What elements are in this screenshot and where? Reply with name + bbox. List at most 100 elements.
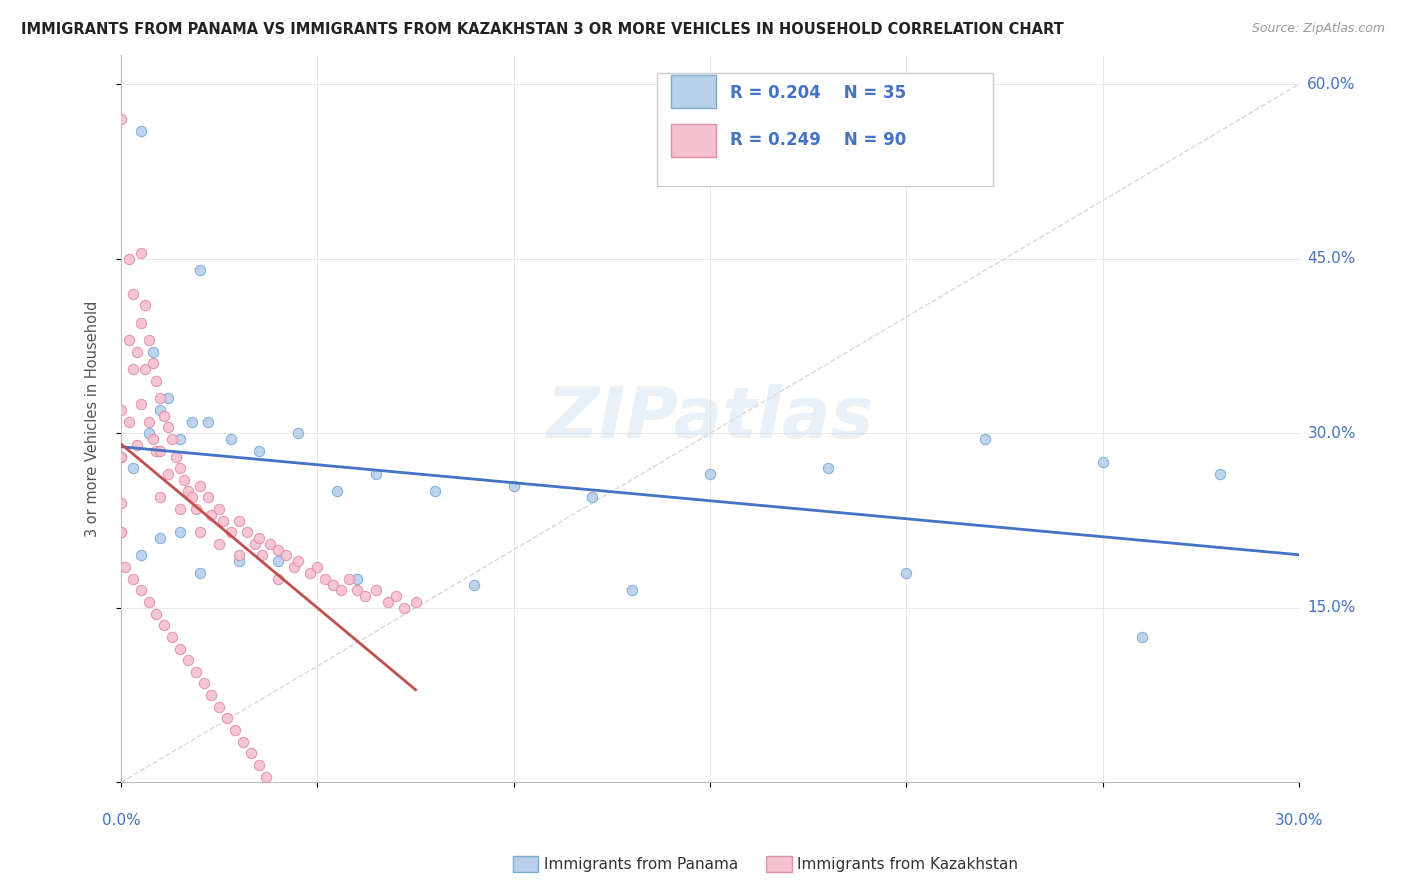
Point [392, 600, 415, 615]
Text: Immigrants from Panama: Immigrants from Panama [544, 857, 738, 871]
Point [145, 374, 167, 388]
Point [200, 508, 222, 522]
Point [184, 665, 207, 679]
Point [219, 525, 242, 540]
Point [177, 653, 200, 667]
Point [337, 572, 360, 586]
Point [208, 502, 231, 516]
Point [125, 344, 148, 359]
Point [252, 549, 274, 563]
Point [254, 770, 277, 784]
Point [149, 443, 172, 458]
Point [267, 572, 290, 586]
Point [247, 531, 270, 545]
Point [385, 589, 408, 603]
Point [118, 252, 141, 266]
Point [129, 124, 152, 138]
Point [129, 397, 152, 411]
Point [110, 450, 132, 464]
Text: Source: ZipAtlas.com: Source: ZipAtlas.com [1251, 22, 1385, 36]
Point [620, 583, 643, 598]
Point [173, 473, 195, 487]
Point [228, 554, 250, 568]
Text: IMMIGRANTS FROM PANAMA VS IMMIGRANTS FROM KAZAKHSTAN 3 OR MORE VEHICLES IN HOUSE: IMMIGRANTS FROM PANAMA VS IMMIGRANTS FRO… [21, 22, 1064, 37]
Point [157, 420, 180, 434]
Point [581, 491, 603, 505]
Point [169, 641, 191, 656]
Point [463, 577, 485, 591]
Point [267, 554, 290, 568]
Point [353, 589, 375, 603]
Point [110, 112, 132, 127]
Text: Immigrants from Kazakhstan: Immigrants from Kazakhstan [797, 857, 1018, 871]
Point [188, 566, 211, 580]
Point [169, 502, 191, 516]
Point [138, 333, 160, 347]
Point [197, 415, 219, 429]
Point [193, 676, 215, 690]
Point [228, 514, 250, 528]
Point [259, 537, 281, 551]
Point [188, 525, 211, 540]
Point [118, 415, 141, 429]
Point [377, 595, 399, 609]
Point [314, 572, 336, 586]
Point [129, 549, 152, 563]
Point [169, 461, 191, 475]
Point [122, 362, 145, 376]
FancyBboxPatch shape [671, 75, 716, 108]
Point [149, 392, 172, 406]
Text: R = 0.249    N = 90: R = 0.249 N = 90 [730, 131, 907, 149]
Point [145, 607, 167, 621]
Point [1091, 455, 1114, 469]
FancyBboxPatch shape [671, 124, 716, 157]
Point [208, 537, 231, 551]
Point [366, 583, 388, 598]
Point [346, 583, 368, 598]
Point [160, 630, 183, 644]
Point [224, 723, 246, 737]
Point [267, 542, 290, 557]
Y-axis label: 3 or more Vehicles in Household: 3 or more Vehicles in Household [86, 301, 100, 537]
Text: 30.0%: 30.0% [1308, 425, 1355, 441]
Point [298, 566, 321, 580]
Point [118, 333, 141, 347]
Point [425, 484, 447, 499]
Point [200, 688, 222, 702]
Text: 45.0%: 45.0% [1308, 252, 1355, 267]
Point [177, 484, 200, 499]
Point [129, 583, 152, 598]
Point [247, 758, 270, 772]
Point [125, 438, 148, 452]
Point [141, 344, 163, 359]
Point [405, 595, 427, 609]
Text: 0.0%: 0.0% [101, 813, 141, 828]
Text: 15.0%: 15.0% [1308, 600, 1355, 615]
Point [157, 467, 180, 481]
Point [239, 747, 262, 761]
Point [243, 537, 266, 551]
Point [110, 525, 132, 540]
Point [134, 362, 156, 376]
Point [326, 484, 349, 499]
Point [502, 478, 524, 492]
Point [141, 432, 163, 446]
Point [188, 263, 211, 277]
Point [287, 554, 309, 568]
Point [138, 426, 160, 441]
Point [129, 246, 152, 260]
Point [110, 403, 132, 417]
Point [110, 496, 132, 510]
Point [322, 577, 344, 591]
Point [160, 432, 183, 446]
Point [219, 432, 242, 446]
Point [122, 286, 145, 301]
Point [110, 525, 132, 540]
Point [283, 560, 305, 574]
Point [307, 560, 329, 574]
Point [165, 450, 187, 464]
Text: 60.0%: 60.0% [1308, 77, 1355, 92]
Point [180, 491, 202, 505]
Point [699, 467, 721, 481]
Point [1209, 467, 1232, 481]
